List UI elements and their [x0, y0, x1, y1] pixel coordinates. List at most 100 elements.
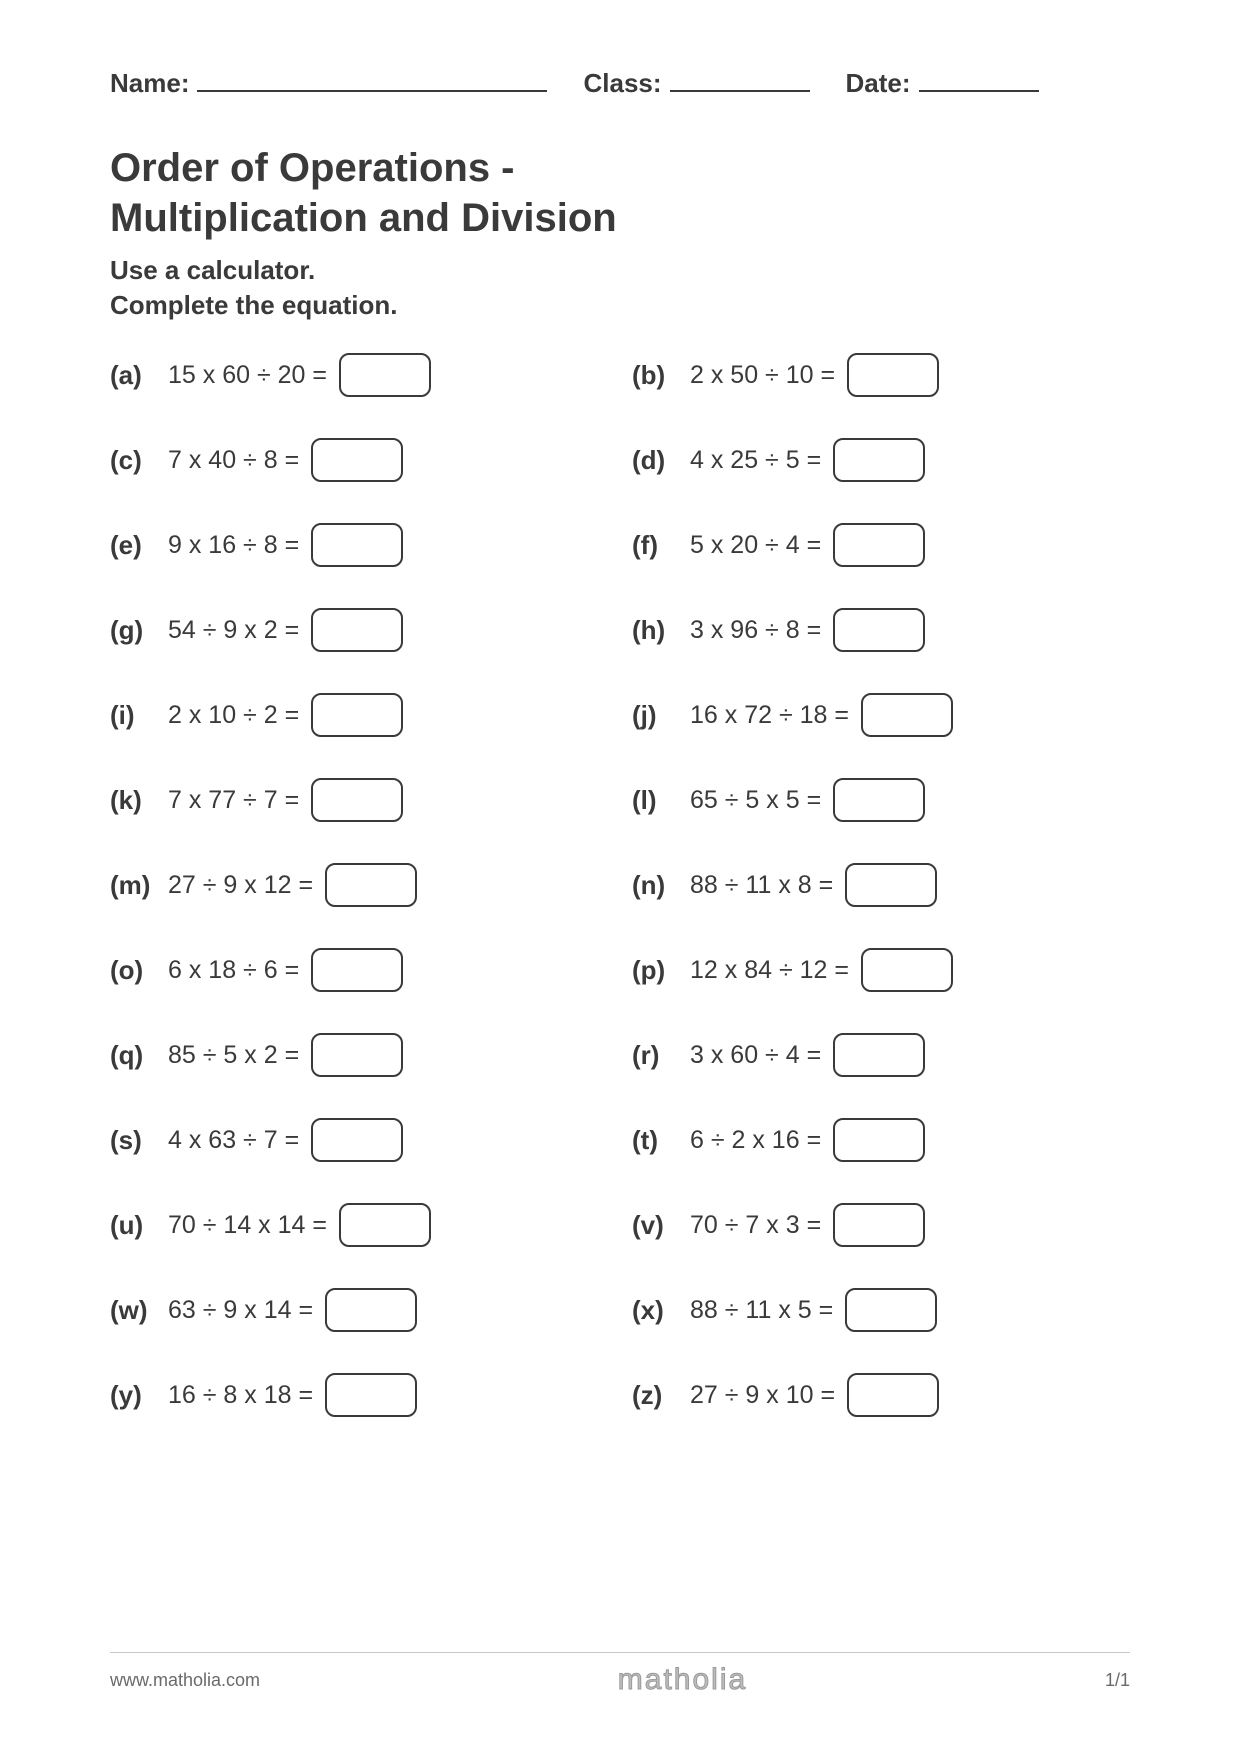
answer-box[interactable] — [325, 1373, 417, 1417]
answer-box[interactable] — [325, 863, 417, 907]
page-footer: www.matholia.com matholia 1/1 — [110, 1652, 1130, 1697]
date-blank-line[interactable] — [919, 68, 1039, 92]
problem-row: (b)2 x 50 ÷ 10 = — [632, 353, 1130, 397]
footer-page-number: 1/1 — [1105, 1670, 1130, 1691]
answer-box[interactable] — [833, 778, 925, 822]
problem-row: (l)65 ÷ 5 x 5 = — [632, 778, 1130, 822]
answer-box[interactable] — [833, 438, 925, 482]
problem-expression: 88 ÷ 11 x 8 = — [690, 871, 833, 900]
problem-row: (n)88 ÷ 11 x 8 = — [632, 863, 1130, 907]
problem-label: (y) — [110, 1380, 168, 1411]
footer-logo: matholia — [618, 1663, 747, 1697]
problem-row: (a)15 x 60 ÷ 20 = — [110, 353, 608, 397]
problem-expression: 27 ÷ 9 x 12 = — [168, 871, 313, 900]
answer-box[interactable] — [847, 1373, 939, 1417]
problem-expression: 3 x 60 ÷ 4 = — [690, 1041, 821, 1070]
problem-row: (o)6 x 18 ÷ 6 = — [110, 948, 608, 992]
problem-expression: 4 x 25 ÷ 5 = — [690, 446, 821, 475]
answer-box[interactable] — [311, 1033, 403, 1077]
answer-box[interactable] — [833, 1033, 925, 1077]
answer-box[interactable] — [861, 948, 953, 992]
worksheet-page: Name: Class: Date: Order of Operations -… — [0, 0, 1240, 1417]
problem-expression: 70 ÷ 14 x 14 = — [168, 1211, 327, 1240]
answer-box[interactable] — [833, 1203, 925, 1247]
problem-label: (z) — [632, 1380, 690, 1411]
answer-box[interactable] — [339, 1203, 431, 1247]
problem-label: (g) — [110, 615, 168, 646]
answer-box[interactable] — [311, 948, 403, 992]
problem-expression: 4 x 63 ÷ 7 = — [168, 1126, 299, 1155]
problem-expression: 2 x 10 ÷ 2 = — [168, 701, 299, 730]
title-line-1: Order of Operations - — [110, 146, 515, 190]
problem-expression: 85 ÷ 5 x 2 = — [168, 1041, 299, 1070]
problems-grid: (a)15 x 60 ÷ 20 =(b)2 x 50 ÷ 10 =(c)7 x … — [110, 353, 1130, 1417]
problem-label: (e) — [110, 530, 168, 561]
answer-box[interactable] — [847, 353, 939, 397]
problem-label: (t) — [632, 1125, 690, 1156]
problem-row: (r)3 x 60 ÷ 4 = — [632, 1033, 1130, 1077]
class-blank-line[interactable] — [670, 68, 810, 92]
instruction-line-2: Complete the equation. — [110, 288, 1130, 323]
answer-box[interactable] — [845, 1288, 937, 1332]
problem-row: (c)7 x 40 ÷ 8 = — [110, 438, 608, 482]
problem-label: (b) — [632, 360, 690, 391]
problem-label: (x) — [632, 1295, 690, 1326]
answer-box[interactable] — [311, 438, 403, 482]
problem-label: (k) — [110, 785, 168, 816]
problem-expression: 15 x 60 ÷ 20 = — [168, 361, 327, 390]
problem-row: (j)16 x 72 ÷ 18 = — [632, 693, 1130, 737]
problem-label: (q) — [110, 1040, 168, 1071]
answer-box[interactable] — [325, 1288, 417, 1332]
page-title: Order of Operations - Multiplication and… — [110, 143, 1130, 243]
answer-box[interactable] — [311, 778, 403, 822]
answer-box[interactable] — [311, 608, 403, 652]
problem-expression: 70 ÷ 7 x 3 = — [690, 1211, 821, 1240]
footer-url: www.matholia.com — [110, 1670, 260, 1691]
answer-box[interactable] — [311, 1118, 403, 1162]
problem-label: (f) — [632, 530, 690, 561]
problem-expression: 54 ÷ 9 x 2 = — [168, 616, 299, 645]
problem-row: (p)12 x 84 ÷ 12 = — [632, 948, 1130, 992]
class-label: Class: — [583, 68, 661, 99]
problem-expression: 9 x 16 ÷ 8 = — [168, 531, 299, 560]
problem-expression: 3 x 96 ÷ 8 = — [690, 616, 821, 645]
answer-box[interactable] — [311, 523, 403, 567]
instruction-line-1: Use a calculator. — [110, 253, 1130, 288]
problem-row: (y)16 ÷ 8 x 18 = — [110, 1373, 608, 1417]
problem-row: (s)4 x 63 ÷ 7 = — [110, 1118, 608, 1162]
problem-row: (h)3 x 96 ÷ 8 = — [632, 608, 1130, 652]
date-label: Date: — [846, 68, 911, 99]
instructions: Use a calculator. Complete the equation. — [110, 253, 1130, 323]
problem-expression: 7 x 77 ÷ 7 = — [168, 786, 299, 815]
problem-row: (d)4 x 25 ÷ 5 = — [632, 438, 1130, 482]
problem-row: (e)9 x 16 ÷ 8 = — [110, 523, 608, 567]
problem-row: (u)70 ÷ 14 x 14 = — [110, 1203, 608, 1247]
problem-row: (x)88 ÷ 11 x 5 = — [632, 1288, 1130, 1332]
name-blank-line[interactable] — [197, 68, 547, 92]
problem-expression: 7 x 40 ÷ 8 = — [168, 446, 299, 475]
answer-box[interactable] — [845, 863, 937, 907]
header-fields: Name: Class: Date: — [110, 68, 1130, 99]
answer-box[interactable] — [833, 523, 925, 567]
problem-label: (c) — [110, 445, 168, 476]
problem-label: (m) — [110, 870, 168, 901]
problem-expression: 88 ÷ 11 x 5 = — [690, 1296, 833, 1325]
problem-expression: 63 ÷ 9 x 14 = — [168, 1296, 313, 1325]
problem-expression: 6 ÷ 2 x 16 = — [690, 1126, 821, 1155]
answer-box[interactable] — [833, 1118, 925, 1162]
problem-label: (a) — [110, 360, 168, 391]
answer-box[interactable] — [833, 608, 925, 652]
problem-label: (w) — [110, 1295, 168, 1326]
answer-box[interactable] — [339, 353, 431, 397]
problem-expression: 27 ÷ 9 x 10 = — [690, 1381, 835, 1410]
problem-label: (j) — [632, 700, 690, 731]
problem-expression: 5 x 20 ÷ 4 = — [690, 531, 821, 560]
answer-box[interactable] — [861, 693, 953, 737]
problem-expression: 16 x 72 ÷ 18 = — [690, 701, 849, 730]
problem-expression: 16 ÷ 8 x 18 = — [168, 1381, 313, 1410]
problem-label: (u) — [110, 1210, 168, 1241]
problem-expression: 6 x 18 ÷ 6 = — [168, 956, 299, 985]
title-line-2: Multiplication and Division — [110, 196, 617, 240]
problem-row: (m)27 ÷ 9 x 12 = — [110, 863, 608, 907]
answer-box[interactable] — [311, 693, 403, 737]
